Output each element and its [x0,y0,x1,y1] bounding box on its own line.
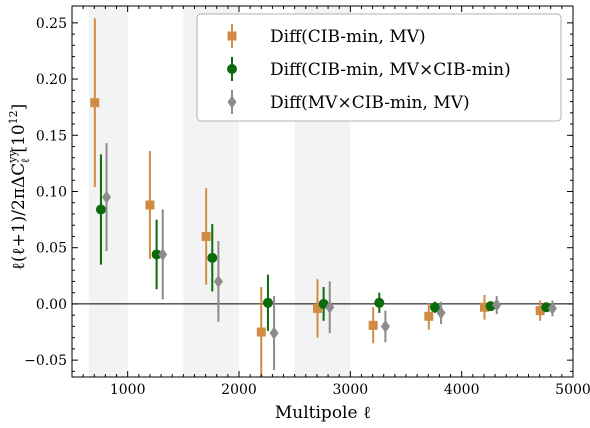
legend: Diff(CIB-min, MV) Diff(CIB-min, MV×CIB-mi… [196,13,562,122]
y-tick-label: 0.05 [36,241,67,257]
legend-marker-1 [227,31,237,41]
x-axis-label: Multipole ℓ [275,403,371,423]
data-point [262,297,273,308]
data-point [312,303,322,313]
x-tick-label: 2000 [221,382,257,398]
data-point [479,302,489,312]
data-point [145,200,155,210]
data-point [547,301,557,315]
data-point [535,306,545,316]
data-point [429,302,440,313]
data-point [213,274,223,288]
y-tick-label: 0.10 [36,185,67,201]
y-tick-label: 0.25 [36,16,67,32]
legend-label-1: Diff(CIB-min, MV) [270,27,426,47]
data-point [151,249,162,260]
y-tick-label: 0.15 [36,128,67,144]
data-point [158,247,168,261]
series-3 [102,143,557,371]
data-point [201,231,211,241]
legend-label-3: Diff(MV×CIB-min, MV) [270,93,470,113]
y-tick-label: 0.20 [36,72,67,88]
legend-frame [196,13,562,122]
data-point [541,302,552,313]
data-point [325,300,335,314]
data-point [90,98,100,108]
data-point [380,319,390,333]
data-point [207,252,218,263]
series-layer [90,18,557,377]
legend-label-2: Diff(CIB-min, MV×CIB-min) [270,60,511,80]
axis-ticks: 1000 2000 3000 4000 5000 −0.05 0.00 0.05 0.10 0.1… [24,6,590,398]
data-point [424,311,434,321]
legend-marker-2 [227,64,237,74]
data-point [102,190,112,204]
legend-marker-3 [227,95,237,109]
data-point [95,204,106,215]
data-point [269,326,279,340]
series-2 [95,154,552,331]
data-point [492,298,502,312]
series-1 [90,18,545,377]
data-point [256,327,266,337]
x-tick-label: 3000 [333,382,369,398]
x-tick-label: 5000 [555,382,590,398]
x-tick-label: 4000 [444,382,480,398]
y-tick-label: −0.05 [24,353,67,369]
x-tick-label: 1000 [110,382,146,398]
data-point [374,297,385,308]
data-point [485,301,496,312]
data-point [368,320,378,330]
y-axis-label: ℓ(ℓ+1)/2πΔCyyℓ [1012] [6,104,32,271]
data-point [436,306,446,320]
y-tick-label: 0.00 [36,297,67,313]
